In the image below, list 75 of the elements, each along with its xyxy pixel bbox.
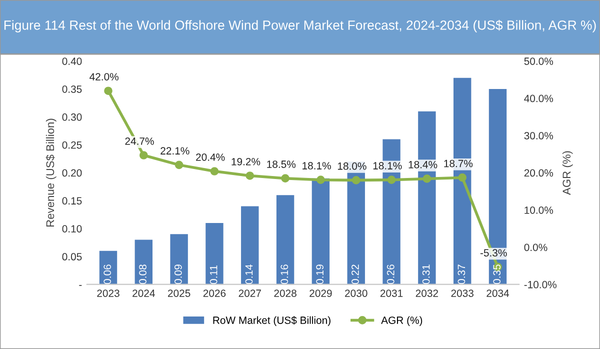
- x-tick-label: 2031: [380, 290, 403, 297]
- data-label: 0.09: [174, 264, 182, 284]
- bar: [312, 178, 330, 284]
- data-label: 42.0%: [90, 73, 118, 80]
- y2-tick-label: 40.0%: [524, 94, 554, 102]
- x-tick-label: 2027: [238, 290, 261, 297]
- point: [387, 176, 396, 184]
- data-label: 18.1%: [302, 162, 331, 170]
- y2-tick-label: -10.0%: [524, 280, 556, 288]
- x-tick-label: 2030: [345, 290, 368, 297]
- bar: [134, 240, 153, 284]
- bar: [170, 234, 188, 284]
- data-label: 0.26: [386, 264, 394, 284]
- data-label: 24.7%: [125, 137, 154, 145]
- data-label: 18.0%: [338, 162, 366, 170]
- data-label: 19.2%: [232, 158, 260, 166]
- data-label: 18.4%: [408, 160, 438, 168]
- point: [246, 172, 254, 180]
- y-tick-label: 0.05: [62, 253, 82, 260]
- y-tick-label: 0.35: [62, 85, 82, 93]
- x-tick-label: 2026: [203, 290, 226, 297]
- x-tick-label: 2028: [274, 290, 296, 297]
- data-label: 0.37: [458, 264, 466, 284]
- y-tick-label: 0.25: [62, 141, 82, 149]
- bar: [276, 195, 294, 284]
- chart-title: Figure 114 Rest of the World Offshore Wind Power Market Forecast, 2024-2034 (US$ Billion, AGR %): [4, 20, 596, 32]
- point: [458, 173, 467, 182]
- x-tick-label: 2025: [168, 290, 190, 297]
- point: [174, 160, 184, 170]
- bar: [206, 223, 224, 284]
- data-label: 0.06: [104, 264, 112, 284]
- point: [352, 176, 360, 184]
- data-label: 0.16: [280, 264, 288, 284]
- y-tick-label: -: [79, 285, 82, 286]
- y2-axis-title: AGR (%): [562, 151, 573, 195]
- bar: [99, 250, 118, 284]
- bar: [241, 206, 259, 284]
- point: [422, 174, 432, 183]
- point: [316, 176, 325, 184]
- point: [139, 151, 148, 160]
- point: [210, 167, 219, 176]
- y2-tick-label: 10.0%: [524, 206, 554, 214]
- y-axis-title: Revenue (US$ Billion): [46, 118, 56, 226]
- data-label: 0.14: [245, 264, 253, 284]
- y-tick-label: 0.15: [62, 197, 82, 205]
- x-tick-label: 2032: [416, 290, 438, 297]
- data-label: 18.7%: [444, 160, 473, 168]
- y-tick-label: 0.40: [62, 58, 82, 65]
- point: [104, 86, 112, 96]
- x-tick-label: 2023: [97, 290, 120, 297]
- data-label: 20.4%: [196, 153, 225, 161]
- x-tick-label: 2029: [310, 290, 332, 297]
- y2-tick-label: 50.0%: [524, 58, 554, 65]
- data-label: 0.08: [139, 264, 146, 284]
- legend-label: AGR (%): [381, 316, 422, 326]
- data-label: 22.1%: [160, 147, 190, 155]
- legend-label: RoW Market (US$ Billion): [213, 316, 330, 326]
- data-label: -5.3%: [480, 249, 507, 257]
- y2-tick-label: 0.0%: [524, 244, 548, 252]
- point: [281, 174, 290, 183]
- data-label: 0.31: [422, 264, 430, 284]
- x-tick-label: 2034: [486, 290, 510, 297]
- data-label: 0.35: [493, 264, 501, 284]
- data-label: 18.1%: [373, 162, 402, 170]
- y-tick-label: 0.20: [62, 169, 82, 177]
- y2-tick-label: 30.0%: [524, 132, 554, 140]
- y2-tick-label: 20.0%: [524, 169, 554, 177]
- data-label: 0.19: [316, 264, 324, 284]
- x-tick-label: 2024: [132, 290, 155, 297]
- data-label: 0.11: [210, 265, 218, 284]
- y-tick-label: 0.10: [62, 225, 82, 232]
- data-label: 0.22: [352, 264, 359, 284]
- data-label: 18.5%: [267, 160, 296, 168]
- y-tick-label: 0.30: [62, 113, 82, 121]
- x-tick-label: 2033: [451, 290, 474, 297]
